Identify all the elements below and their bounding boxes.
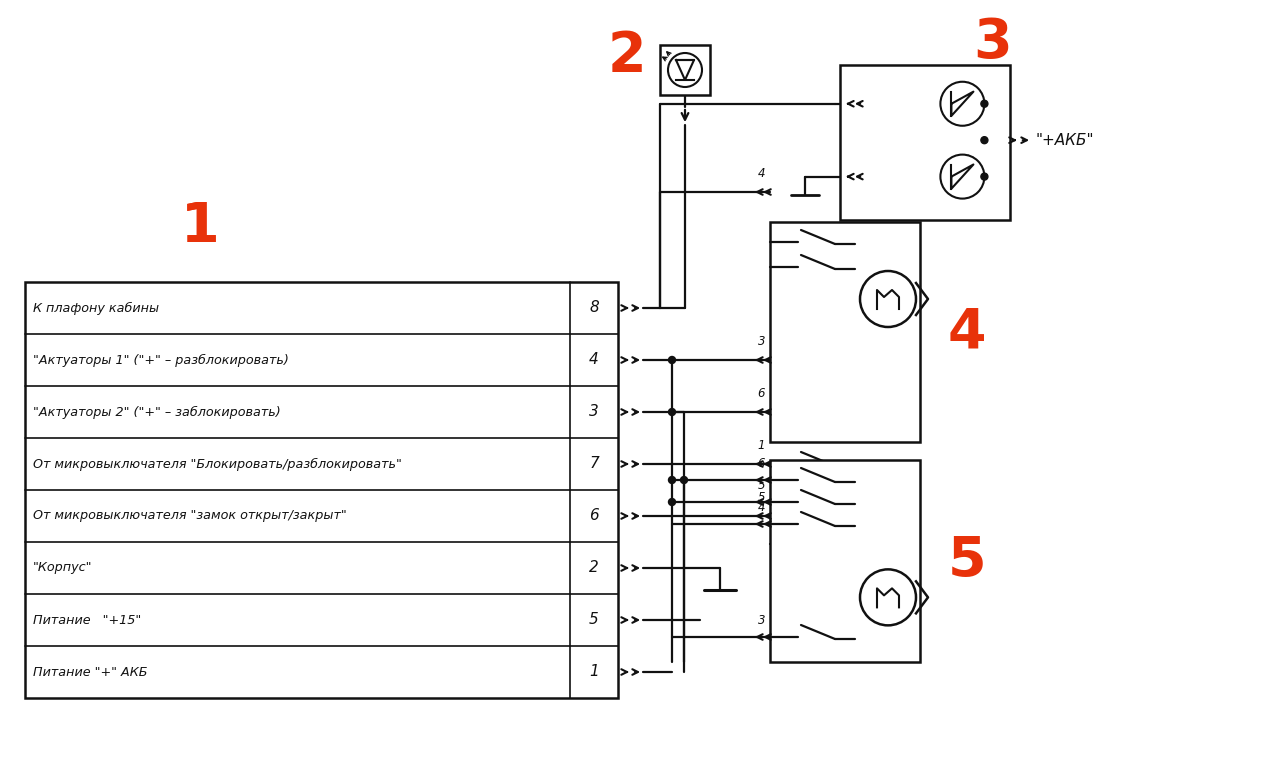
Text: 5: 5 — [589, 612, 599, 628]
Text: 5: 5 — [758, 491, 765, 504]
Text: 6: 6 — [758, 457, 765, 470]
Text: 3: 3 — [973, 16, 1011, 70]
Text: "+АКБ": "+АКБ" — [1036, 132, 1094, 148]
Circle shape — [980, 100, 988, 107]
Text: К плафону кабины: К плафону кабины — [33, 302, 159, 314]
Circle shape — [668, 477, 676, 484]
Text: 7: 7 — [589, 457, 599, 471]
Text: 5: 5 — [758, 479, 765, 492]
Circle shape — [668, 53, 701, 87]
Circle shape — [980, 137, 988, 144]
Circle shape — [941, 155, 984, 199]
Text: 4: 4 — [948, 305, 987, 359]
Text: 1: 1 — [589, 665, 599, 679]
Text: "Актуаторы 1" ("+" – разблокировать): "Актуаторы 1" ("+" – разблокировать) — [33, 353, 289, 367]
Text: "Корпус": "Корпус" — [33, 561, 92, 574]
Text: 6: 6 — [589, 508, 599, 524]
Text: 3: 3 — [589, 404, 599, 420]
Text: 4: 4 — [589, 353, 599, 367]
Text: 3: 3 — [758, 335, 765, 348]
Text: 1: 1 — [758, 439, 765, 452]
Text: 3: 3 — [758, 614, 765, 627]
Text: 6: 6 — [758, 387, 765, 400]
Circle shape — [860, 271, 916, 327]
Text: 1: 1 — [180, 200, 219, 254]
Bar — [840, 65, 1010, 220]
Bar — [660, 45, 710, 95]
Circle shape — [860, 569, 916, 625]
Text: "Актуаторы 2" ("+" – заблокировать): "Актуаторы 2" ("+" – заблокировать) — [33, 406, 280, 419]
Text: 2: 2 — [608, 29, 646, 83]
Text: 5: 5 — [948, 534, 987, 588]
Circle shape — [980, 173, 988, 180]
Text: 1: 1 — [180, 200, 219, 254]
Text: 2: 2 — [589, 561, 599, 575]
Text: 4: 4 — [758, 167, 765, 180]
Circle shape — [941, 82, 984, 126]
Text: От микровыключателя "замок открыт/закрыт": От микровыключателя "замок открыт/закрыт… — [33, 510, 347, 523]
Bar — [771, 460, 920, 662]
Text: 4: 4 — [758, 501, 765, 514]
Text: Питание   "+15": Питание "+15" — [33, 614, 141, 627]
Text: 8: 8 — [589, 300, 599, 316]
Bar — [771, 222, 920, 442]
Text: От микровыключателя "Блокировать/разблокировать": От микровыключателя "Блокировать/разблок… — [33, 457, 402, 470]
Circle shape — [681, 477, 687, 484]
Bar — [26, 282, 618, 698]
Circle shape — [668, 498, 676, 505]
Circle shape — [668, 409, 676, 416]
Circle shape — [668, 357, 676, 363]
Text: Питание "+" АКБ: Питание "+" АКБ — [33, 665, 147, 678]
